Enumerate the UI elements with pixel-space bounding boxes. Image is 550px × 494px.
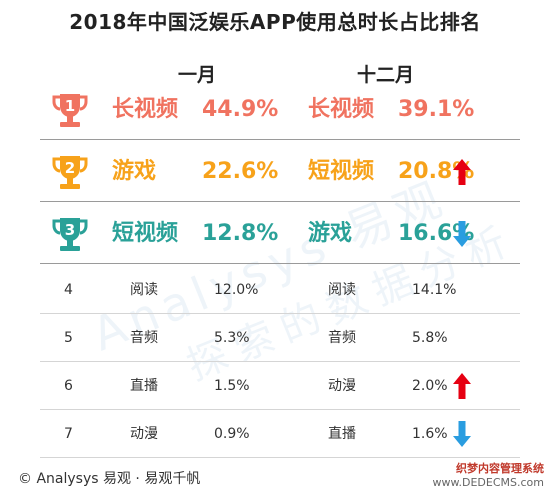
- column-header-jan: 一月: [178, 64, 217, 86]
- footer-copyright: © Analysys 易观 · 易观千帆: [18, 471, 201, 487]
- dec-share-value: 2.0%: [412, 378, 448, 394]
- jan-share-value: 1.5%: [214, 378, 250, 394]
- jan-share-value: 5.3%: [214, 330, 250, 346]
- trophy-rank-number: 1: [65, 97, 75, 115]
- dec-share-value: 39.1%: [398, 97, 475, 122]
- jan-share-value: 12.8%: [202, 221, 279, 246]
- jan-category: 阅读: [130, 282, 158, 298]
- dec-share-value: 14.1%: [412, 282, 457, 298]
- trophy-icon: 1: [52, 94, 88, 127]
- row-divider: [40, 313, 520, 314]
- chart-title: 2018年中国泛娱乐APP使用总时长占比排名: [69, 10, 481, 34]
- row-divider: [40, 457, 520, 458]
- jan-share-value: 22.6%: [202, 159, 279, 184]
- table-row: 1 长视频 44.9% 长视频 39.1%: [40, 80, 520, 140]
- dec-category: 动漫: [328, 378, 356, 394]
- site-badge-url: www.DEDECMS.com: [432, 476, 544, 489]
- rank-number: 5: [64, 330, 73, 346]
- jan-category: 游戏: [112, 159, 157, 184]
- rank-number: 7: [64, 426, 73, 442]
- trophy-icon: 3: [52, 218, 88, 251]
- row-divider: [40, 139, 520, 140]
- jan-share-value: 44.9%: [202, 97, 279, 122]
- site-badge-title: 织梦内容管理系统: [456, 462, 544, 475]
- jan-category: 直播: [130, 378, 158, 394]
- trophy-rank-number: 3: [65, 221, 75, 239]
- dec-category: 短视频: [308, 159, 375, 184]
- row-divider: [40, 201, 520, 202]
- table-row: 7 动漫 0.9% 直播 1.6%: [40, 410, 520, 458]
- dec-share-value: 5.8%: [412, 330, 448, 346]
- jan-category: 长视频: [112, 97, 179, 122]
- trend-down-arrow-icon: [453, 421, 471, 447]
- jan-share-value: 12.0%: [214, 282, 259, 298]
- rank-number: 4: [64, 282, 73, 298]
- table-row: 2 游戏 22.6% 短视频 20.8%: [40, 142, 520, 202]
- dec-category: 阅读: [328, 282, 356, 298]
- trend-down-arrow-icon: [453, 221, 471, 247]
- column-header-dec: 十二月: [357, 64, 415, 86]
- dec-share-value: 1.6%: [412, 426, 448, 442]
- site-badge: 织梦内容管理系统 www.DEDECMS.com: [410, 458, 550, 494]
- rank-number: 6: [64, 378, 73, 394]
- dec-category: 长视频: [308, 97, 375, 122]
- trophy-rank-number: 2: [65, 159, 75, 177]
- table-row: 6 直播 1.5% 动漫 2.0%: [40, 362, 520, 410]
- row-divider: [40, 361, 520, 362]
- jan-share-value: 0.9%: [214, 426, 250, 442]
- jan-category: 音频: [130, 330, 158, 346]
- row-divider: [40, 409, 520, 410]
- table-row: 4 阅读 12.0% 阅读 14.1%: [40, 266, 520, 314]
- trend-up-arrow-icon: [453, 159, 471, 185]
- trend-up-arrow-icon: [453, 373, 471, 399]
- jan-category: 短视频: [112, 221, 179, 246]
- dec-category: 游戏: [308, 221, 353, 246]
- row-divider: [40, 263, 520, 264]
- trophy-icon: 2: [52, 156, 88, 189]
- dec-category: 音频: [328, 330, 356, 346]
- table-row: 5 音频 5.3% 音频 5.8%: [40, 314, 520, 362]
- dec-category: 直播: [328, 426, 356, 442]
- jan-category: 动漫: [130, 426, 158, 442]
- table-row: 3 短视频 12.8% 游戏 16.6%: [40, 204, 520, 264]
